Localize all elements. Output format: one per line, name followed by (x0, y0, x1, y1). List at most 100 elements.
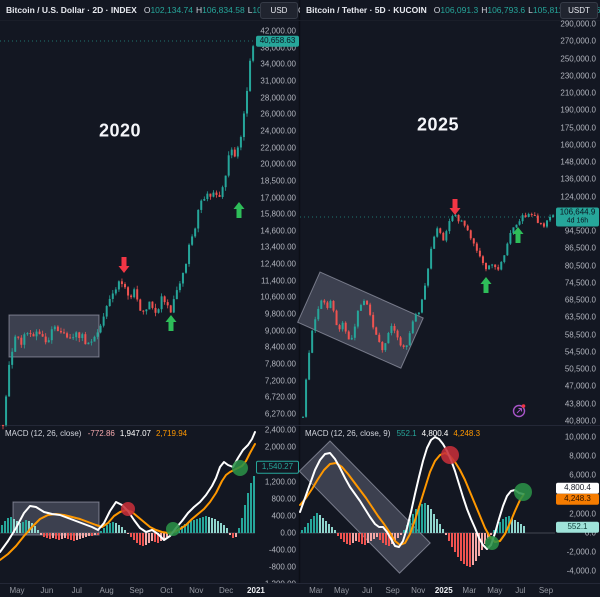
crossover-circle (166, 522, 180, 536)
macd-axis-label: -400.00 (268, 545, 296, 555)
macd-axis-label: 400.00 (271, 511, 296, 521)
macd-axis-label: 2,000.0 (569, 509, 596, 519)
price-axis-label: 7,200.00 (264, 376, 296, 386)
price-axis-label: 18,500.00 (260, 176, 296, 186)
macd-axis-label: 0.00 (280, 528, 296, 538)
price-axis-label: 10,600.00 (260, 292, 296, 302)
price-axis-label: 6,270.00 (264, 409, 296, 419)
crossover-circle (441, 446, 459, 464)
price-axis-label: 124,000.0 (560, 192, 596, 202)
price-axis-label: 190,000.0 (560, 105, 596, 115)
time-axis-label: May (9, 586, 25, 595)
time-axis-label: May (333, 586, 350, 595)
price-axis-label: 50,500.0 (564, 364, 596, 374)
price-axis-label: 20,000.00 (260, 159, 296, 169)
macd-axis-label: 0.0 (584, 528, 596, 538)
price-axis-label: 175,000.0 (560, 123, 596, 133)
macd-axis-label: -2,000.0 (566, 547, 596, 557)
currency-button-usdt[interactable]: USDT (560, 2, 598, 19)
time-axis-label: Aug (99, 586, 114, 595)
time-axis-label: Mar (462, 586, 477, 595)
time-axis-label: Sep (538, 586, 554, 595)
price-axis-label: 12,400.00 (260, 259, 296, 269)
replay-icon (512, 404, 526, 418)
macd-axis-label: 6,000.0 (569, 470, 596, 480)
price-axis-label: 68,500.0 (564, 295, 596, 305)
price-axis-label: 43,800.0 (564, 399, 596, 409)
macd-header-left: MACD (12, 26, close) -772.86 1,947.07 2,71… (5, 429, 192, 438)
candlestick-series (2, 44, 255, 430)
price-axis-label: 11,400.00 (261, 276, 296, 286)
macd-title-left: MACD (12, 26, close) (5, 429, 82, 438)
time-axis-label: Dec (218, 586, 234, 595)
price-axis-label: 31,000.00 (260, 76, 296, 86)
time-axis-label: 2021 (247, 586, 265, 595)
up-arrow-marker (233, 202, 245, 218)
price-axis-label: 54,500.0 (564, 347, 596, 357)
price-scale-left[interactable]: 42,000.00 38,000.00 34,000.00 31,000.00 28,0… (255, 0, 300, 597)
macd-axis-label: -4,000.0 (566, 566, 596, 576)
year-annotation-2020: 2020 (98, 120, 142, 141)
time-axis-label: Jun (40, 586, 54, 595)
price-axis-label: 40,800.0 (564, 416, 596, 426)
time-scale[interactable]: May Jun Jul Aug Sep Oct Nov Dec 2021 Mar May Jul Sep… (0, 583, 600, 597)
price-scale-right[interactable]: 290,000.0 270,000.0 250,000.0 230,000.0 210,… (555, 0, 600, 597)
crossover-circle (514, 483, 532, 501)
symbol-header-left[interactable]: Bitcoin / U.S. Dollar · 2D · INDEX O102,… (0, 0, 300, 20)
price-axis-label: 58,500.0 (564, 330, 596, 340)
down-arrow-marker (449, 199, 461, 215)
macd-header-right: MACD (12, 26, close, 9) 552.1 4,800.4 4,24… (305, 429, 485, 438)
time-axis-label: Oct (160, 586, 173, 595)
year-annotation-2025: 2025 (416, 114, 460, 135)
price-axis-label: 14,600.00 (260, 226, 296, 236)
time-axis-label: May (487, 586, 503, 595)
current-price-tag: 40,658.63 (256, 35, 299, 47)
down-arrow-marker (118, 257, 130, 273)
macd-value-tag: 1,540.27 (256, 460, 299, 474)
macd-axis-label: 8,000.0 (569, 451, 596, 461)
candlestick-series (302, 212, 555, 418)
time-axis-label: Nov (411, 586, 426, 595)
price-axis-label: 210,000.0 (560, 88, 596, 98)
macd-axis-label: 10,000.0 (564, 432, 596, 442)
symbol-title-right: Bitcoin / Tether · 5D · KUCOIN (306, 5, 427, 15)
price-axis-label: 86,500.0 (564, 243, 596, 253)
macd-axis-label: 1,200.00 (264, 477, 296, 487)
macd-axis-label: 2,000.00 (264, 442, 296, 452)
crossover-circle (485, 536, 499, 550)
up-arrow-marker (480, 277, 492, 293)
time-axis-label: Sep (129, 586, 144, 595)
price-axis-label: 6,720.00 (264, 392, 296, 402)
price-axis-label: 148,000.0 (560, 157, 596, 167)
time-axis-label: Jul (71, 586, 82, 595)
time-axis-label: Jul (361, 586, 373, 595)
time-axis-label: Sep (385, 586, 400, 595)
price-axis-label: 63,500.0 (564, 312, 596, 322)
up-arrow-marker (165, 315, 177, 331)
price-axis-label: 290,000.0 (560, 19, 596, 29)
time-axis-label: Nov (189, 586, 204, 595)
crossover-circle (121, 502, 135, 516)
macd-histogram (301, 503, 525, 567)
current-price-tag: 106,644.9 4d 16h (556, 207, 599, 227)
price-axis-label: 42,000.00 (260, 26, 296, 36)
price-axis-label: 7,800.00 (264, 359, 296, 369)
price-axis-label: 9,000.00 (264, 326, 296, 336)
symbol-header-right[interactable]: Bitcoin / Tether · 5D · KUCOIN O106,091.… (300, 0, 600, 20)
time-axis-label: 2025 (434, 586, 453, 595)
price-axis-label: 94,500.0 (564, 226, 596, 236)
time-axis-label: Jul (515, 586, 526, 595)
currency-button-usd[interactable]: USD (260, 2, 298, 19)
up-arrow-marker (512, 227, 524, 243)
price-axis-label: 24,000.00 (260, 126, 296, 136)
macd-title-right: MACD (12, 26, close, 9) (305, 429, 391, 438)
price-axis-label: 160,000.0 (560, 140, 596, 150)
price-axis-label: 13,400.00 (260, 242, 296, 252)
price-axis-label: 26,000.00 (260, 109, 296, 119)
macd-values-right: 552.1 4,800.4 4,248.3 (396, 429, 481, 438)
price-axis-label: 80,500.0 (564, 261, 596, 271)
price-axis-label: 250,000.0 (560, 54, 596, 64)
macd-line (0, 431, 256, 553)
